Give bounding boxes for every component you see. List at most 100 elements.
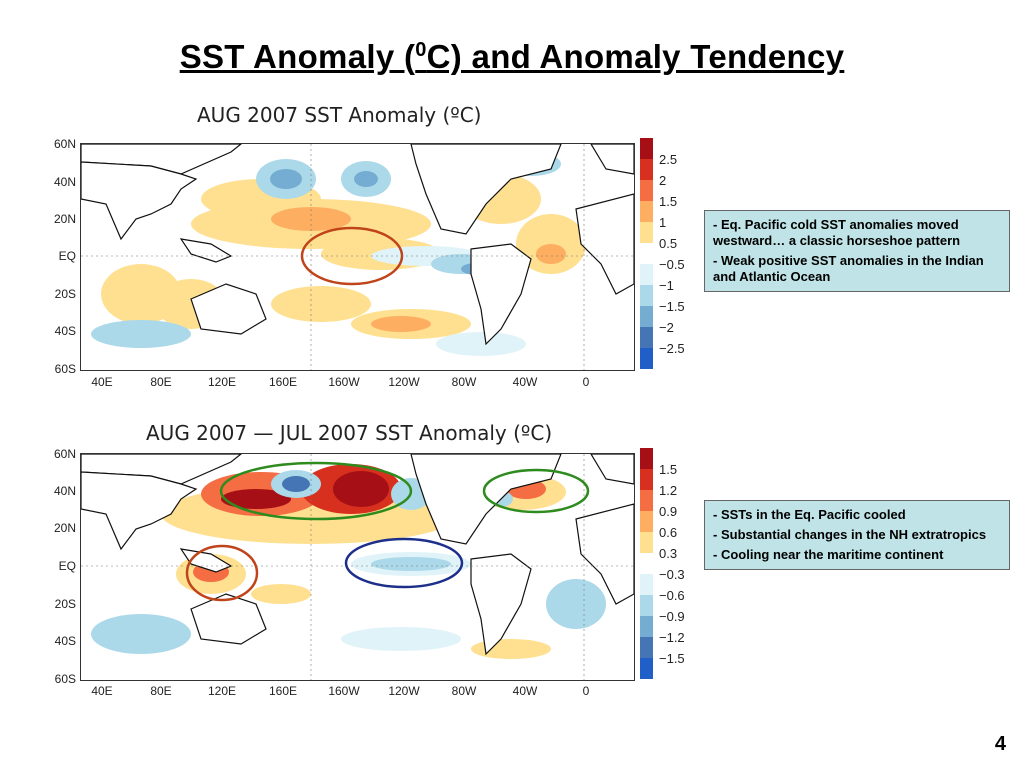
bottom-sst-tendency-map — [80, 453, 635, 681]
colorbar-label: −0.5 — [659, 257, 685, 272]
colorbar-cell — [640, 243, 653, 264]
callout-item: - Cooling near the maritime continent — [713, 547, 944, 562]
colorbar-cell — [640, 511, 653, 532]
colorbar-label: −2 — [659, 320, 674, 335]
lat-label: 40N — [53, 175, 76, 189]
callout-item: - Eq. Pacific cold SST anomalies moved w… — [713, 217, 961, 248]
top-callout-box: - Eq. Pacific cold SST anomalies moved w… — [704, 210, 1010, 292]
top-eq-pacific-ellipse — [300, 226, 404, 286]
colorbar-cell — [640, 201, 653, 222]
top-map-canvas — [81, 144, 634, 370]
colorbar-label: 1 — [659, 215, 667, 230]
colorbar-label: −2.5 — [659, 341, 685, 356]
lon-label: 0 — [582, 375, 590, 389]
colorbar-cell — [640, 595, 653, 616]
lat-label: 60N — [53, 137, 76, 151]
callout-item: - Weak positive SST anomalies in the Ind… — [713, 253, 984, 284]
nh-pacific-ellipse — [219, 461, 413, 521]
colorbar-cell — [640, 306, 653, 327]
slide-title-main: SST Anomaly ( — [179, 38, 416, 75]
colorbar-label: −0.3 — [659, 567, 685, 582]
colorbar-label: 2.5 — [659, 152, 678, 167]
lon-label: 160E — [268, 684, 298, 698]
lon-label: 160W — [328, 684, 360, 698]
colorbar-label: −0.6 — [659, 588, 685, 603]
colorbar-cell — [640, 574, 653, 595]
lon-label: 80E — [150, 375, 172, 389]
colorbar-cell — [640, 532, 653, 553]
top-colorbar — [640, 138, 653, 369]
top-gridlines — [81, 144, 634, 370]
top-anomaly-field — [91, 152, 586, 356]
colorbar-cell — [640, 222, 653, 243]
lat-label: EQ — [58, 249, 76, 263]
colorbar-cell — [640, 490, 653, 511]
nh-atlantic-ellipse — [482, 468, 590, 514]
lon-label: 160E — [268, 375, 298, 389]
colorbar-label: 0.3 — [659, 546, 678, 561]
colorbar-label: −1.5 — [659, 651, 685, 666]
colorbar-label: 0.6 — [659, 525, 678, 540]
colorbar-cell — [640, 658, 653, 679]
bottom-map-title: AUG 2007 — JUL 2007 SST Anomaly (ºC) — [146, 421, 553, 445]
lon-label: 40W — [512, 684, 538, 698]
bottom-gridlines — [81, 454, 634, 680]
callout-text: Weak positive SST anomalies in the India… — [713, 253, 984, 284]
lon-label: 120W — [388, 375, 420, 389]
lon-label: 160W — [328, 375, 360, 389]
bottom-map-canvas — [81, 454, 634, 680]
lat-label: 20N — [53, 212, 76, 226]
colorbar-label: 2 — [659, 173, 667, 188]
top-sst-map — [80, 143, 635, 371]
colorbar-cell — [640, 180, 653, 201]
lon-label: 40E — [91, 684, 113, 698]
callout-text: Cooling near the maritime continent — [720, 547, 944, 562]
colorbar-cell — [640, 138, 653, 159]
colorbar-cell — [640, 637, 653, 658]
callout-item: - SSTs in the Eq. Pacific cooled — [713, 507, 906, 522]
slide-title-rest: C) and Anomaly Tendency — [426, 38, 845, 75]
lat-label: 60S — [54, 362, 76, 376]
colorbar-label: 1.2 — [659, 483, 678, 498]
slide-title-superscript: 0 — [415, 39, 427, 61]
colorbar-cell — [640, 469, 653, 490]
colorbar-cell — [640, 553, 653, 574]
colorbar-cell — [640, 616, 653, 637]
colorbar-label: 1.5 — [659, 462, 678, 477]
lat-label: 60N — [53, 447, 76, 461]
callout-text: Eq. Pacific cold SST anomalies moved wes… — [713, 217, 961, 248]
slide-title: SST Anomaly (0C) and Anomaly Tendency — [0, 38, 1024, 76]
lat-label: EQ — [58, 559, 76, 573]
callout-text: Substantial changes in the NH extratropi… — [720, 527, 987, 542]
lon-label: 40W — [512, 375, 538, 389]
bottom-callout-box: - SSTs in the Eq. Pacific cooled - Subst… — [704, 500, 1010, 570]
maritime-continent-ellipse — [185, 544, 259, 602]
top-landmasses — [81, 144, 634, 346]
colorbar-label: −0.9 — [659, 609, 685, 624]
lat-label: 20S — [54, 287, 76, 301]
lat-label: 60S — [54, 672, 76, 686]
colorbar-label: −1.2 — [659, 630, 685, 645]
top-map-title: AUG 2007 SST Anomaly (ºC) — [197, 103, 482, 127]
lon-label: 80W — [451, 375, 477, 389]
colorbar-cell — [640, 448, 653, 469]
lat-label: 20S — [54, 597, 76, 611]
lon-label: 80W — [451, 684, 477, 698]
colorbar-cell — [640, 348, 653, 369]
eq-pacific-ellipse — [344, 537, 464, 589]
lon-label: 40E — [91, 375, 113, 389]
colorbar-label: 0.9 — [659, 504, 678, 519]
callout-text: SSTs in the Eq. Pacific cooled — [720, 507, 906, 522]
colorbar-cell — [640, 327, 653, 348]
colorbar-label: −1.5 — [659, 299, 685, 314]
colorbar-cell — [640, 159, 653, 180]
lon-label: 0 — [582, 684, 590, 698]
colorbar-label: 0.5 — [659, 236, 678, 251]
lon-label: 80E — [150, 684, 172, 698]
lat-label: 20N — [53, 521, 76, 535]
lat-label: 40S — [54, 634, 76, 648]
lon-label: 120W — [388, 684, 420, 698]
lat-label: 40N — [53, 484, 76, 498]
colorbar-label: 1.5 — [659, 194, 678, 209]
colorbar-cell — [640, 264, 653, 285]
